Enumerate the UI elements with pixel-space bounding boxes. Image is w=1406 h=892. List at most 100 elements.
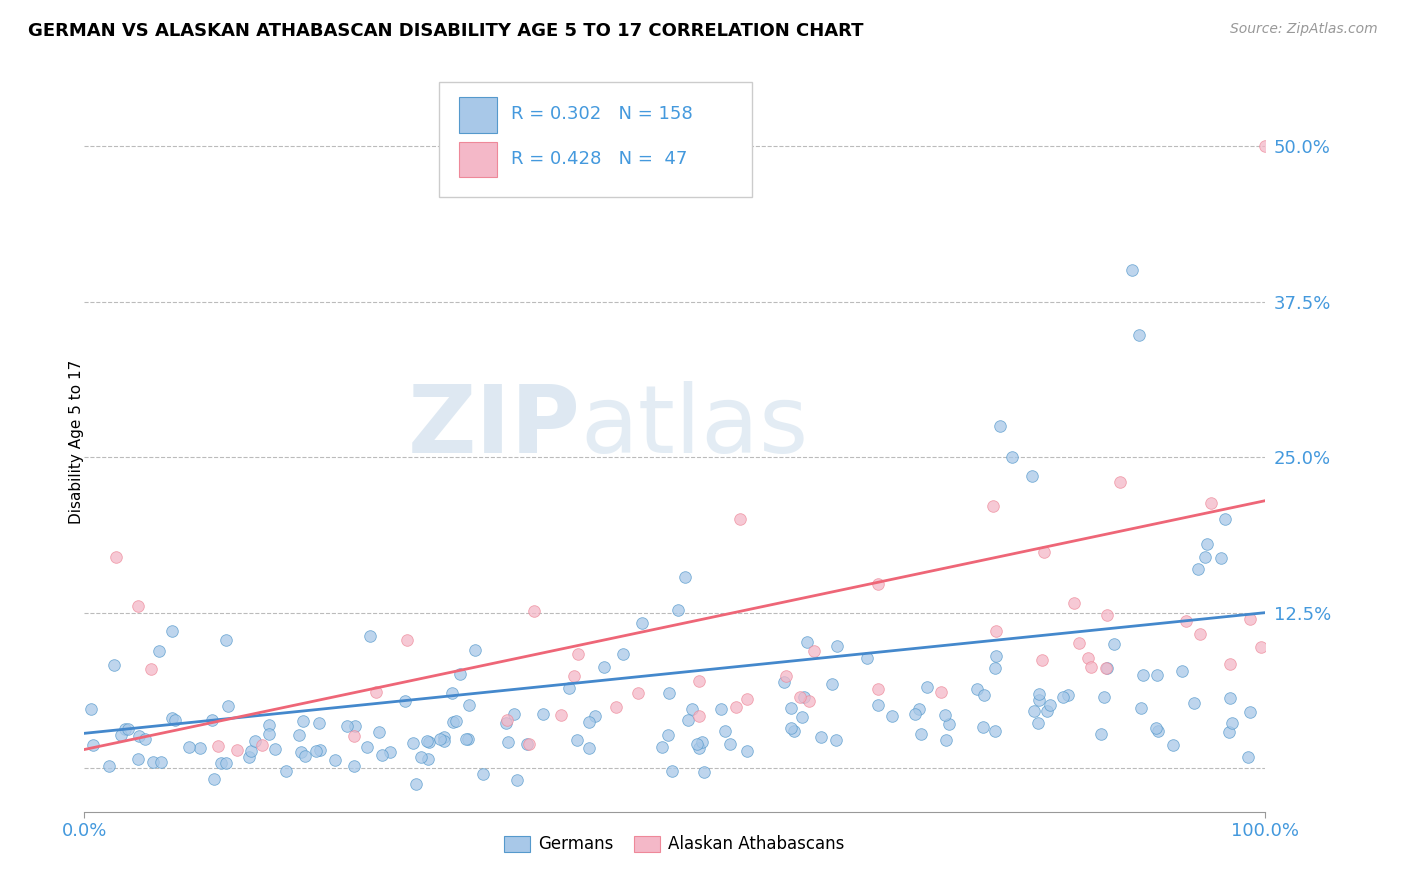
Point	[1197, 537, 1219, 551]
Point	[495, 716, 517, 731]
Point	[1147, 723, 1170, 738]
Point	[1161, 738, 1184, 752]
Point	[908, 702, 931, 716]
Point	[142, 756, 165, 770]
Point	[972, 720, 994, 734]
Point	[657, 728, 679, 742]
Point	[1239, 612, 1261, 626]
Point	[1220, 715, 1243, 730]
Point	[309, 742, 332, 756]
Point	[693, 765, 716, 780]
FancyBboxPatch shape	[439, 82, 752, 197]
Point	[1128, 327, 1150, 342]
Point	[218, 698, 240, 713]
Point	[502, 706, 524, 721]
Point	[516, 737, 538, 751]
Point	[1033, 544, 1056, 558]
Point	[162, 624, 184, 638]
Point	[1174, 614, 1197, 628]
Point	[263, 742, 285, 756]
Point	[134, 732, 156, 747]
Point	[735, 743, 758, 757]
Point	[418, 734, 440, 748]
Point	[1130, 701, 1153, 715]
Y-axis label: Disability Age 5 to 17: Disability Age 5 to 17	[69, 359, 83, 524]
Point	[1095, 608, 1118, 623]
Point	[904, 707, 927, 722]
Point	[658, 686, 681, 700]
Point	[1182, 696, 1205, 710]
Point	[1250, 640, 1272, 655]
Point	[938, 716, 960, 731]
Point	[291, 714, 314, 728]
Point	[496, 713, 519, 727]
Point	[931, 684, 953, 698]
Point	[558, 681, 581, 695]
Point	[1121, 263, 1143, 277]
Point	[1077, 650, 1099, 665]
Point	[165, 713, 187, 727]
Point	[773, 675, 796, 690]
Text: Germans: Germans	[538, 835, 613, 854]
Point	[239, 744, 262, 758]
Point	[202, 772, 225, 787]
Point	[803, 644, 825, 658]
Point	[986, 624, 1008, 639]
Point	[1189, 627, 1212, 641]
Point	[82, 738, 104, 752]
Point	[627, 686, 650, 700]
Text: ZIP: ZIP	[408, 381, 581, 473]
Point	[789, 690, 811, 704]
Point	[80, 702, 103, 716]
Point	[225, 743, 247, 757]
Point	[1026, 716, 1049, 731]
Point	[988, 419, 1011, 434]
Point	[1022, 704, 1045, 718]
Point	[1209, 551, 1232, 566]
Point	[1097, 661, 1119, 675]
Point	[825, 733, 848, 747]
Point	[1094, 661, 1116, 675]
Point	[433, 734, 456, 748]
Point	[821, 677, 844, 691]
Point	[779, 721, 801, 735]
Point	[1028, 693, 1050, 707]
Point	[666, 603, 689, 617]
Point	[1092, 690, 1115, 704]
Point	[188, 741, 211, 756]
Point	[343, 719, 366, 733]
Point	[370, 748, 392, 763]
Point	[583, 709, 606, 723]
Point	[1237, 750, 1260, 764]
Point	[409, 750, 432, 764]
Point	[433, 731, 456, 745]
Point	[986, 648, 1008, 663]
Point	[730, 512, 752, 526]
Point	[866, 682, 889, 697]
Point	[780, 701, 803, 715]
Point	[496, 735, 519, 749]
Point	[1219, 657, 1241, 671]
Point	[550, 708, 572, 723]
Point	[578, 714, 600, 729]
Point	[429, 731, 451, 746]
Point	[464, 643, 486, 657]
Point	[288, 727, 311, 741]
Text: Alaskan Athabascans: Alaskan Athabascans	[668, 835, 844, 854]
Text: GERMAN VS ALASKAN ATHABASCAN DISABILITY AGE 5 TO 17 CORRELATION CHART: GERMAN VS ALASKAN ATHABASCAN DISABILITY …	[28, 22, 863, 40]
Point	[1132, 668, 1154, 682]
Point	[783, 724, 806, 739]
Point	[214, 632, 236, 647]
Point	[114, 722, 136, 736]
Point	[688, 741, 710, 756]
Point	[290, 745, 312, 759]
Point	[1063, 596, 1085, 610]
Point	[1219, 691, 1241, 706]
Point	[449, 666, 471, 681]
Point	[139, 662, 162, 676]
Point	[201, 713, 224, 727]
Point	[378, 745, 401, 759]
Point	[915, 681, 938, 695]
Point	[681, 701, 703, 715]
Point	[866, 576, 889, 591]
